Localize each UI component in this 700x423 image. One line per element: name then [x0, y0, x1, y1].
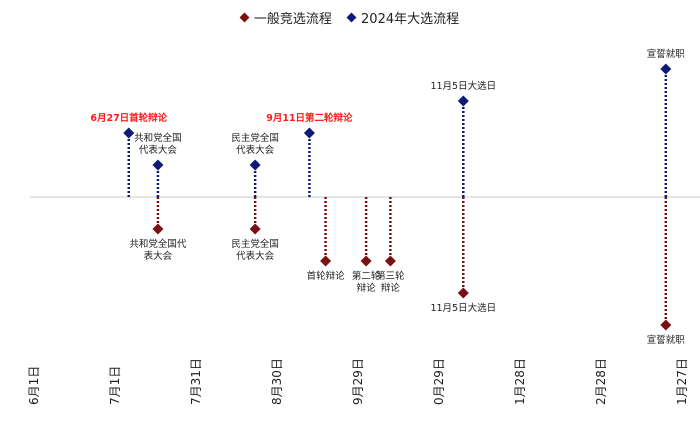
x-tick-label: 1月28日 [513, 358, 527, 405]
event-label-general: 代表大会 [236, 250, 275, 262]
event-label-general: 民主党全国 [231, 238, 279, 250]
legend-item-general: 一般竞选流程 [239, 8, 332, 27]
event-marker-election2024 [249, 159, 261, 171]
chart-legend: 一般竞选流程 2024年大选流程 [0, 8, 700, 27]
legend-item-election2024: 2024年大选流程 [346, 8, 460, 27]
x-tick-label: 7月1日 [108, 366, 122, 405]
event-label-election2024: 代表大会 [139, 144, 178, 156]
x-tick-label: 9月29日 [351, 358, 365, 405]
event-marker-general [384, 255, 396, 267]
event-label-general: 表大会 [144, 250, 173, 262]
event-label-election2024: 6月27日首轮辩论 [90, 112, 167, 124]
event-label-election2024: 宣誓就职 [647, 48, 686, 60]
x-tick-label: 8月30日 [270, 358, 284, 405]
x-tick-label: 1月27日 [675, 358, 689, 405]
event-label-general: 宣誓就职 [647, 334, 686, 346]
event-marker-election2024 [457, 95, 469, 107]
event-marker-general [152, 223, 164, 235]
x-tick-label: 2月28日 [594, 358, 608, 405]
x-tick-label: 0月29日 [432, 358, 446, 405]
event-marker-election2024 [152, 159, 164, 171]
event-marker-election2024 [660, 63, 672, 75]
event-marker-general [249, 223, 261, 235]
event-label-election2024: 9月11日第二轮辩论 [266, 112, 353, 124]
event-label-general: 辩论 [357, 282, 377, 294]
event-marker-general [360, 255, 372, 267]
event-label-election2024: 民主党全国 [231, 132, 279, 144]
event-label-election2024: 代表大会 [236, 144, 275, 156]
event-label-election2024: 共和党全国 [134, 132, 182, 144]
event-marker-election2024 [123, 127, 135, 139]
event-marker-general [320, 255, 332, 267]
x-tick-label: 6月1日 [27, 366, 41, 405]
event-marker-election2024 [303, 127, 315, 139]
legend-label-general: 一般竞选流程 [253, 12, 332, 27]
event-label-general: 辩论 [381, 282, 401, 294]
event-label-general: 11月5日大选日 [430, 302, 496, 314]
event-label-general: 第二轮 [352, 270, 381, 282]
event-label-general: 首轮辩论 [307, 270, 346, 282]
event-marker-general [660, 319, 672, 331]
event-label-election2024: 11月5日大选日 [430, 80, 496, 92]
event-marker-general [457, 287, 469, 299]
event-label-general: 共和党全国代 [129, 238, 187, 250]
x-tick-label: 7月31日 [189, 358, 203, 405]
event-label-general: 第三轮 [376, 270, 405, 282]
legend-label-election2024: 2024年大选流程 [361, 12, 460, 27]
